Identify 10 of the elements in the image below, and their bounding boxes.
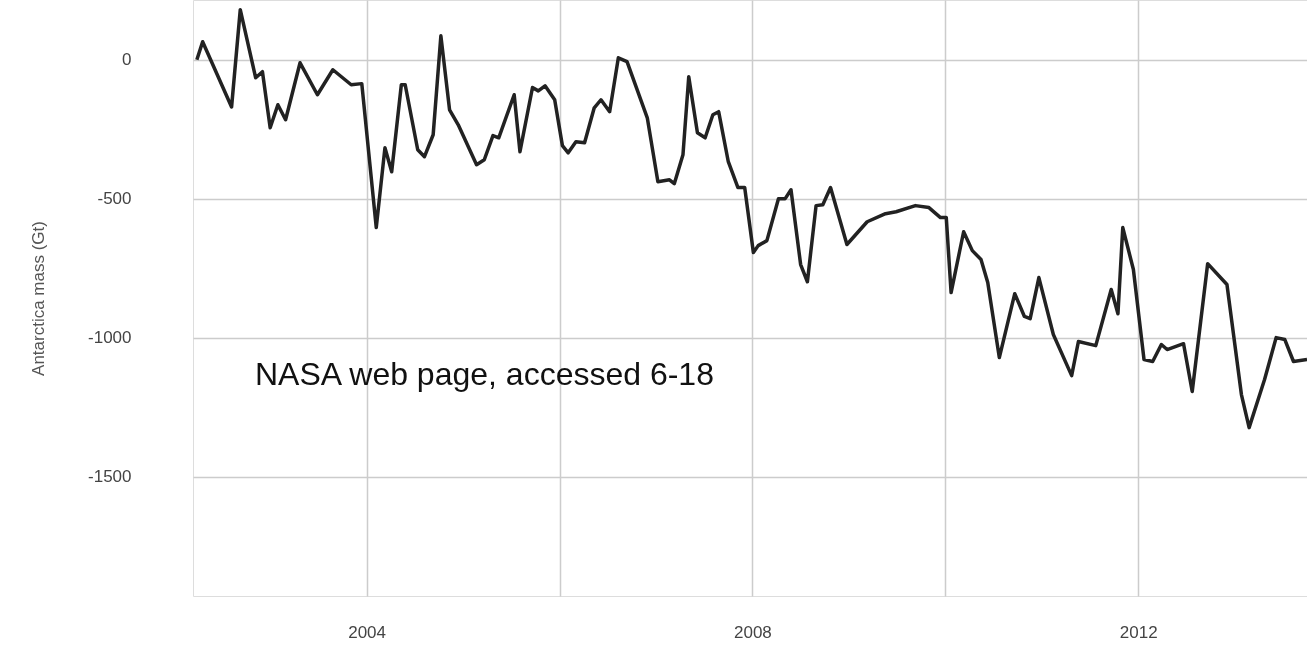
y-tick-label: -1500: [88, 467, 132, 487]
y-axis-title: Antarctica mass (Gt): [29, 221, 49, 376]
x-tick-label: 2004: [348, 622, 387, 642]
y-tick-label: -500: [97, 189, 132, 209]
x-tick-label: 2008: [734, 622, 772, 642]
annotation: NASA web page, accessed 6-18: [255, 356, 714, 392]
x-tick-label: 2012: [1119, 622, 1158, 642]
line-series: [195, 7, 1307, 430]
y-tick-label: -1000: [88, 328, 132, 348]
y-tick-label: 0: [122, 50, 132, 70]
